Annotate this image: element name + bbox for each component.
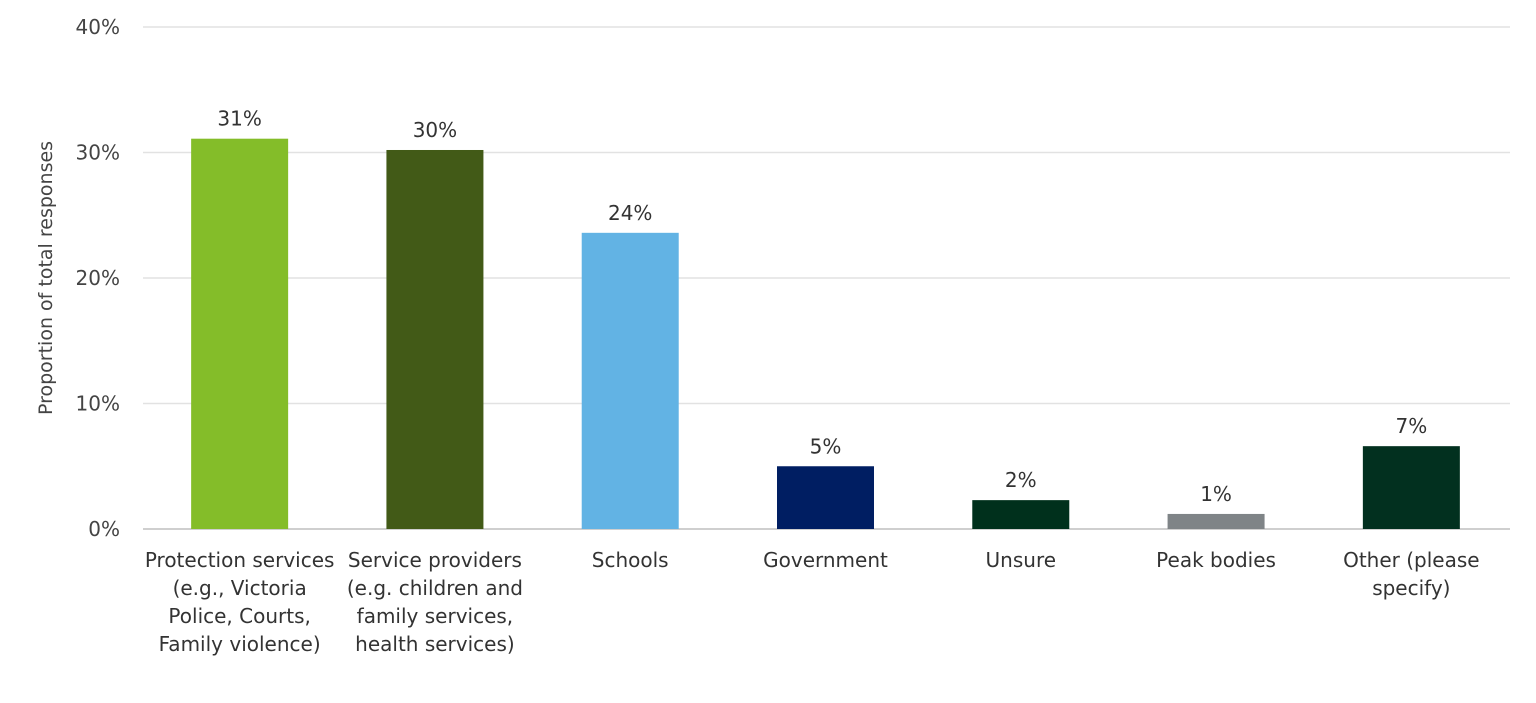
bar bbox=[777, 466, 874, 529]
x-category-label: Government bbox=[763, 548, 888, 572]
bar bbox=[1167, 513, 1265, 529]
y-tick-label: 30% bbox=[76, 141, 120, 165]
data-label: 7% bbox=[1395, 414, 1427, 438]
data-label: 24% bbox=[608, 201, 652, 225]
x-category-label: Other (please specify) bbox=[1343, 548, 1480, 600]
y-tick-label: 40% bbox=[76, 15, 120, 39]
data-label: 1% bbox=[1200, 482, 1232, 506]
bar bbox=[972, 500, 1070, 529]
x-category-label: Protection services (e.g., Victoria Poli… bbox=[144, 548, 335, 656]
y-tick-label: 20% bbox=[76, 266, 120, 290]
bar bbox=[386, 149, 484, 530]
bar bbox=[581, 232, 679, 529]
x-category-label: Service providers (e.g. children and fam… bbox=[346, 548, 523, 656]
bar bbox=[1362, 446, 1460, 529]
data-label: 30% bbox=[413, 118, 457, 142]
data-label: 5% bbox=[810, 434, 842, 458]
bar bbox=[191, 138, 289, 529]
x-category-label: Unsure bbox=[985, 548, 1057, 572]
data-label: 31% bbox=[217, 107, 261, 131]
x-category-label: Peak bodies bbox=[1156, 548, 1276, 572]
y-tick-label: 10% bbox=[76, 392, 120, 416]
y-tick-label: 0% bbox=[88, 517, 120, 541]
data-label: 2% bbox=[1005, 468, 1037, 492]
y-axis-title: Proportion of total responses bbox=[35, 141, 57, 415]
x-category-label: Schools bbox=[591, 548, 669, 572]
